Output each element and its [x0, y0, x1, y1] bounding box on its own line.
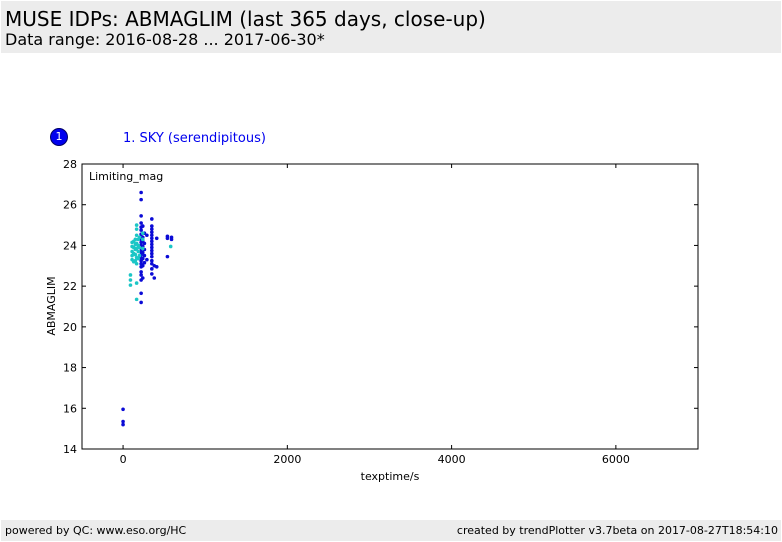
- data-point-series-1: [150, 242, 154, 247]
- data-point-series-1: [150, 248, 154, 253]
- data-point-series-1: [139, 270, 143, 274]
- data-point-series-1: [150, 236, 154, 241]
- data-point-series-1: [150, 272, 154, 276]
- data-point-series-1: [140, 276, 145, 280]
- x-tick-label: 6000: [602, 453, 630, 466]
- data-point-series-1: [139, 291, 143, 296]
- data-point-series-2: [137, 245, 142, 250]
- footer-powered-by: powered by QC: www.eso.org/HC: [5, 524, 187, 537]
- data-point-series-2: [140, 231, 145, 236]
- data-point-series-2: [134, 281, 139, 285]
- y-tick-label: 28: [63, 158, 77, 171]
- data-point-series-1: [165, 254, 170, 259]
- y-tick-label: 14: [63, 443, 77, 456]
- data-point-series-1: [150, 239, 154, 244]
- data-point-series-1: [165, 236, 170, 241]
- data-point-series-1: [142, 253, 147, 258]
- data-point-series-2: [136, 256, 141, 261]
- data-point-series-1: [145, 257, 149, 262]
- plot-frame: [81, 163, 699, 450]
- y-tick-label: 22: [63, 280, 77, 293]
- data-point-series-2: [134, 261, 139, 266]
- data-point-series-2: [134, 223, 139, 227]
- panel-title[interactable]: 1. SKY (serendipitous): [123, 131, 266, 146]
- header-bar: MUSE IDPs: ABMAGLIM (last 365 days, clos…: [1, 1, 781, 53]
- x-axis-label: texptime/s: [361, 470, 420, 483]
- data-point-series-1: [150, 261, 154, 266]
- data-point-series-1: [150, 224, 154, 228]
- data-point-series-1: [150, 245, 154, 250]
- data-point-series-1: [145, 233, 149, 238]
- data-point-series-1: [150, 258, 154, 263]
- footer-bar: powered by QC: www.eso.org/HC created by…: [1, 520, 781, 541]
- y-tick-label: 16: [63, 402, 77, 415]
- data-point-series-2: [134, 297, 139, 302]
- data-point-series-1: [140, 250, 145, 255]
- data-point-series-1: [139, 190, 143, 195]
- page-title: MUSE IDPs: ABMAGLIM (last 365 days, clos…: [5, 7, 486, 31]
- data-point-series-2: [137, 253, 142, 258]
- data-point-series-1: [150, 233, 154, 238]
- panel-number-badge[interactable]: 1: [50, 128, 68, 146]
- data-point-series-2: [133, 252, 138, 257]
- data-point-series-1: [121, 407, 125, 412]
- data-point-series-1: [150, 227, 154, 231]
- y-tick-label: 24: [63, 239, 77, 252]
- data-point-series-1: [142, 241, 147, 246]
- data-point-series-2: [128, 273, 133, 277]
- y-tick-label: 20: [63, 321, 77, 334]
- data-point-series-2: [133, 237, 138, 242]
- data-point-series-1: [139, 228, 143, 232]
- data-point-series-1: [154, 265, 159, 269]
- data-point-series-1: [140, 256, 145, 261]
- footer-created-by: created by trendPlotter v3.7beta on 2017…: [456, 524, 778, 537]
- data-point-series-1: [140, 263, 145, 268]
- data-point-series-2: [137, 235, 142, 240]
- data-point-series-1: [139, 221, 143, 225]
- data-point-series-2: [140, 246, 145, 251]
- data-point-series-1: [154, 236, 159, 241]
- data-point-series-2: [134, 227, 139, 231]
- x-tick-label: 2000: [273, 453, 301, 466]
- data-point-series-2: [134, 233, 139, 238]
- page-subtitle: Data range: 2016-08-28 ... 2017-06-30*: [5, 30, 325, 49]
- data-point-series-1: [150, 251, 154, 256]
- chart-annotation: Limiting_mag: [89, 170, 163, 183]
- data-point-series-2: [128, 283, 133, 287]
- data-point-series-1: [139, 300, 143, 305]
- data-point-series-2: [134, 246, 139, 251]
- x-tick-label: 0: [120, 453, 127, 466]
- data-point-series-1: [121, 422, 125, 427]
- data-point-series-1: [142, 260, 147, 265]
- data-point-series-2: [128, 278, 133, 282]
- data-point-series-2: [140, 237, 145, 242]
- data-point-series-1: [121, 419, 125, 424]
- data-point-series-1: [152, 276, 157, 280]
- data-point-series-2: [136, 249, 141, 254]
- data-point-series-1: [139, 273, 143, 277]
- data-point-series-1: [150, 254, 154, 259]
- x-tick-label: 4000: [438, 453, 466, 466]
- y-tick-label: 18: [63, 362, 77, 375]
- data-point-series-1: [169, 237, 174, 242]
- data-point-series-1: [150, 217, 154, 221]
- y-tick-label: 26: [63, 199, 77, 212]
- data-point-series-2: [168, 244, 173, 249]
- data-point-series-2: [133, 258, 138, 263]
- y-axis-label: ABMAGLIM: [45, 276, 58, 335]
- data-point-series-1: [150, 230, 154, 234]
- data-point-series-1: [139, 214, 143, 218]
- data-point-series-1: [150, 267, 154, 271]
- data-point-series-1: [140, 224, 145, 228]
- data-point-series-1: [139, 197, 143, 202]
